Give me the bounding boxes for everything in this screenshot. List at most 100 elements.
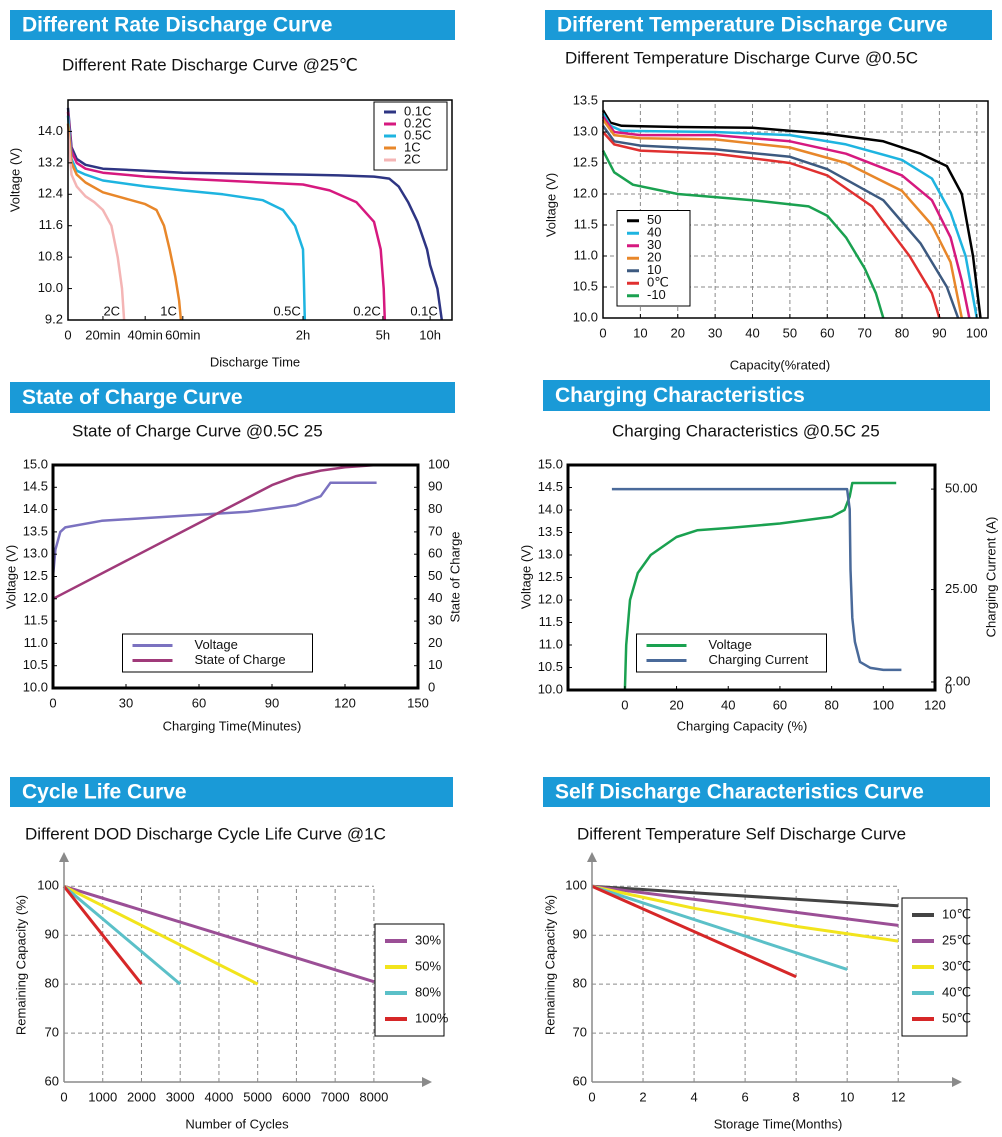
y-axis-label: Voltage (V) <box>7 148 22 212</box>
y2-tick-label: 70 <box>428 523 442 538</box>
y2-tick-label: 100 <box>428 456 450 471</box>
chart-title: Different DOD Discharge Cycle Life Curve… <box>25 824 386 843</box>
x-tick-label: 6000 <box>282 1089 311 1104</box>
x-tick-label: 40 <box>721 697 735 712</box>
x-tick-label: 80 <box>824 697 838 712</box>
y2-tick-label: 30 <box>428 613 442 628</box>
x-axis-label: Capacity(%rated) <box>730 357 830 372</box>
x-tick-label: 90 <box>265 695 279 710</box>
x-tick-label: 20 <box>671 325 685 340</box>
section-banner <box>10 777 453 807</box>
section-title: Different Temperature Discharge Curve <box>557 14 948 37</box>
section-title: State of Charge Curve <box>22 386 243 409</box>
y2-tick-label: 20 <box>428 635 442 650</box>
chart-panel: Different Rate Discharge Curve Different … <box>7 10 455 369</box>
series-line <box>591 884 899 927</box>
section-title: Different Rate Discharge Curve <box>22 14 332 37</box>
x-tick-label: 0 <box>588 1089 595 1104</box>
x-tick-label: 100 <box>966 325 988 340</box>
chart-panel: Charging Characteristics Charging Charact… <box>518 380 998 733</box>
y-tick-label: 9.2 <box>45 311 63 326</box>
legend-label: 1C <box>404 139 421 154</box>
legend-label: 2C <box>404 151 421 166</box>
y-tick-label: 13.2 <box>38 154 63 169</box>
legend: 10℃ 25℃ 30℃ 40℃ 50℃ <box>901 897 971 1037</box>
x-tick-label: 100 <box>872 697 894 712</box>
series-line <box>66 111 387 321</box>
x-tick-label: 80 <box>895 325 909 340</box>
y-tick-label: 11.0 <box>24 635 48 650</box>
x-axis-label: Discharge Time <box>210 354 300 369</box>
legend-label: Charging Current <box>709 652 809 667</box>
y-tick-label: 10.0 <box>23 679 48 694</box>
series-line <box>601 115 971 319</box>
legend-label: 25℃ <box>942 932 971 947</box>
section-banner <box>543 380 990 411</box>
legend-label: 40℃ <box>942 984 971 999</box>
y2-tick-label: 25.00 <box>945 581 978 596</box>
y-tick-label: 90 <box>573 927 587 942</box>
x-tick-label: 60 <box>820 325 834 340</box>
x-tick-label: 50 <box>783 325 797 340</box>
x-tick-label: 7000 <box>321 1089 350 1104</box>
legend-label: Voltage <box>195 637 238 652</box>
series-line <box>611 487 902 672</box>
legend-label: State of Charge <box>195 652 286 667</box>
plot-frame <box>602 100 989 319</box>
y2-tick-label: 2.00 <box>945 673 970 688</box>
x-tick-label: 0 <box>60 1089 67 1104</box>
x-tick-label: 8 <box>793 1089 800 1104</box>
y2-tick-label: 50 <box>428 568 442 583</box>
series-line <box>66 131 126 321</box>
y-tick-label: 10.0 <box>38 280 63 295</box>
y-tick-label: 14.0 <box>538 501 563 516</box>
y-tick-label: 13.5 <box>23 523 48 538</box>
y-tick-label: 13.0 <box>573 123 598 138</box>
series-line <box>601 109 982 319</box>
y2-tick-label: 90 <box>428 479 442 494</box>
x-tick-label: 120 <box>924 697 946 712</box>
y2-tick-label: 50.00 <box>945 481 978 496</box>
section-banner <box>545 10 992 40</box>
chart-title: Different Rate Discharge Curve @25℃ <box>62 55 358 74</box>
y-tick-label: 11.5 <box>24 613 48 628</box>
y-tick-label: 10.5 <box>573 278 598 293</box>
legend-box <box>901 897 968 1037</box>
y2-axis-label: Charging Current (A) <box>983 517 998 638</box>
series-line <box>601 125 960 319</box>
y-tick-label: 60 <box>573 1073 587 1088</box>
legend-label: 30% <box>415 932 441 947</box>
y-tick-label: 10.0 <box>538 681 563 696</box>
legend-label: 0.5C <box>404 127 431 142</box>
legend-label: 10 <box>647 262 661 277</box>
series-line <box>591 884 797 979</box>
x-tick-label: 60 <box>192 695 206 710</box>
series-line <box>66 115 307 321</box>
y-tick-label: 10.0 <box>573 309 598 324</box>
chart-title: State of Charge Curve @0.5C 25 <box>72 421 323 440</box>
chart-title: Different Temperature Discharge Curve @0… <box>565 48 918 67</box>
y2-axis-label: State of Charge <box>447 531 462 622</box>
y-tick-label: 12.4 <box>38 186 63 201</box>
y-tick-label: 12.5 <box>23 568 48 583</box>
y-tick-label: 10.8 <box>38 249 63 264</box>
series-annotation: 0.1C <box>410 303 437 318</box>
y-tick-label: 14.5 <box>538 479 563 494</box>
y-tick-label: 14.0 <box>23 501 48 516</box>
legend-label: -10 <box>647 287 666 302</box>
y-tick-label: 12.0 <box>538 591 563 606</box>
y-tick-label: 12.0 <box>573 185 598 200</box>
chart-panel: State of Charge Curve State of Charge Cur… <box>3 382 462 733</box>
x-tick-label: 90 <box>932 325 946 340</box>
y-tick-label: 90 <box>45 927 59 942</box>
y-tick-label: 15.0 <box>538 456 563 471</box>
x-axis-label: Charging Time(Minutes) <box>163 718 302 733</box>
series-line <box>601 150 885 319</box>
x-tick-label: 40 <box>745 325 759 340</box>
section-banner <box>10 10 455 40</box>
x-tick-label: 4000 <box>204 1089 233 1104</box>
